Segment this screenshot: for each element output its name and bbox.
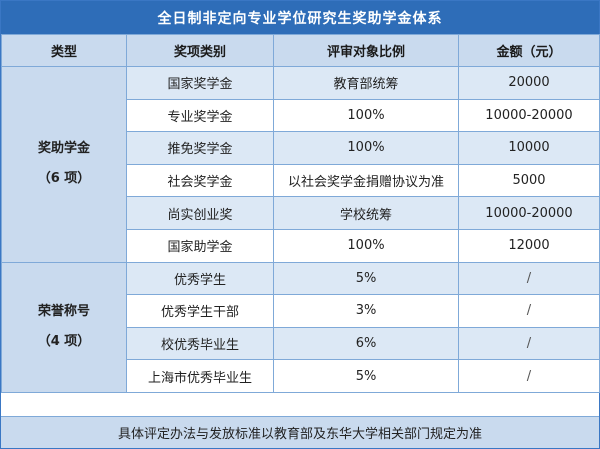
- ratio-cell: 教育部统筹: [273, 66, 459, 100]
- header-category: 奖项类别: [126, 34, 274, 67]
- amount-cell: /: [458, 294, 600, 328]
- ratio-cell: 6%: [273, 326, 459, 361]
- table-row: 国家助学金 100% 12000: [2, 228, 600, 263]
- amount-cell: /: [458, 261, 600, 296]
- category-cell: 校优秀毕业生: [126, 326, 274, 361]
- amount-cell: 10000-20000: [458, 196, 600, 230]
- category-cell: 优秀学生干部: [126, 294, 274, 328]
- category-cell: 推免奖学金: [126, 131, 274, 165]
- group-name: 荣誉称号: [37, 304, 90, 320]
- header-amount: 金额（元）: [458, 34, 600, 67]
- category-cell: 上海市优秀毕业生: [126, 359, 274, 393]
- table-row: 上海市优秀毕业生 5% /: [2, 359, 600, 393]
- group-name: 奖助学金: [37, 141, 90, 157]
- table-row: 社会奖学金 以社会奖学金捐赠协议为准 5000: [2, 163, 600, 198]
- amount-cell: 5000: [458, 163, 600, 198]
- ratio-cell: 以社会奖学金捐赠协议为准: [273, 163, 459, 198]
- table-row: 荣誉称号 （4 项） 优秀学生 5% /: [1, 261, 600, 393]
- category-cell: 尚实创业奖: [126, 196, 274, 230]
- amount-cell: /: [458, 359, 600, 393]
- ratio-cell: 100%: [273, 98, 459, 133]
- amount-cell: 12000: [458, 228, 600, 263]
- ratio-cell: 3%: [273, 294, 459, 328]
- group-cell-honor: 荣誉称号 （4 项）: [1, 261, 127, 393]
- amount-cell: 20000: [458, 66, 600, 100]
- ratio-cell: 学校统筹: [273, 196, 459, 230]
- header-ratio: 评审对象比例: [273, 34, 459, 67]
- footer-note: 具体评定办法与发放标准以教育部及东华大学相关部门规定为准: [1, 416, 599, 448]
- header-type: 类型: [1, 34, 127, 67]
- ratio-cell: 100%: [273, 228, 459, 263]
- ratio-cell: 5%: [273, 359, 459, 393]
- table-row: 校优秀毕业生 6% /: [2, 326, 600, 361]
- ratio-cell: 5%: [273, 261, 459, 296]
- ratio-cell: 100%: [273, 131, 459, 165]
- table-title: 全日制非定向专业学位研究生奖助学金体系: [1, 1, 599, 34]
- category-cell: 优秀学生: [126, 261, 274, 296]
- table-row: 尚实创业奖 学校统筹 10000-20000: [2, 196, 600, 230]
- category-cell: 国家助学金: [126, 228, 274, 263]
- group-cell-scholarship: 奖助学金 （6 项）: [1, 66, 127, 263]
- table-row: 推免奖学金 100% 10000: [2, 131, 600, 165]
- table-row: 专业奖学金 100% 10000-20000: [2, 98, 600, 133]
- category-cell: 社会奖学金: [126, 163, 274, 198]
- table-row: 奖助学金 （6 项） 国家奖学金 教育部统筹 20000: [1, 66, 600, 263]
- group-count: （4 项）: [37, 334, 91, 350]
- group-count: （6 项）: [37, 171, 91, 187]
- scholarship-table: 类型 奖项类别 评审对象比例 金额（元） 奖助学金 （6 项） 国家奖学金 教育…: [1, 34, 600, 393]
- amount-cell: /: [458, 326, 600, 361]
- amount-cell: 10000-20000: [458, 98, 600, 133]
- category-cell: 专业奖学金: [126, 98, 274, 133]
- amount-cell: 10000: [458, 131, 600, 165]
- header-row: 类型 奖项类别 评审对象比例 金额（元）: [1, 34, 600, 67]
- category-cell: 国家奖学金: [126, 66, 274, 100]
